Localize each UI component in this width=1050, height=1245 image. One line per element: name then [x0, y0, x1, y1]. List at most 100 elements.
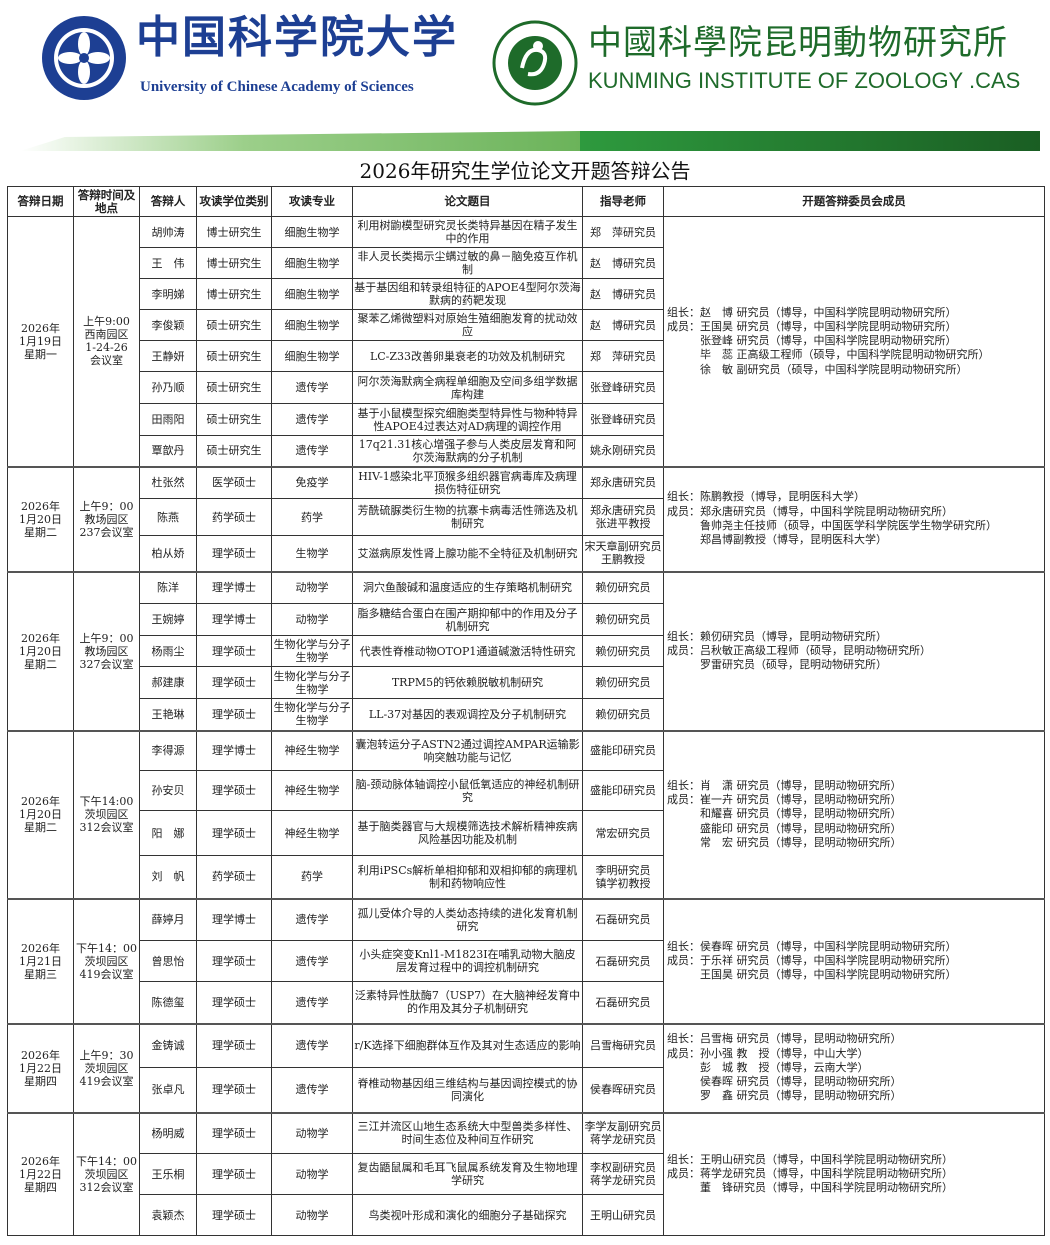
student-name: 覃歆丹	[139, 435, 197, 467]
thesis-topic: 脂多糖结合蛋白在围产期抑郁中的作用及分子机制研究	[352, 603, 583, 636]
thesis-topic: 芳酰硫脲类衍生物的抗寨卡病毒活性筛选及机制研究	[352, 498, 583, 536]
thesis-topic: LC-Z33改善卵巢衰老的功效及机制研究	[352, 340, 583, 372]
thesis-topic: 代表性脊椎动物OTOP1通道碱激活特性研究	[352, 635, 583, 667]
major: 遗传学	[271, 1022, 353, 1068]
advisor: 赖仞研究员	[582, 635, 664, 667]
student-name: 王 伟	[139, 247, 197, 279]
thesis-topic: 基于小鼠模型探究细胞类型特异性与物种特异性APOE4过表达对AD病理的调控作用	[352, 403, 583, 436]
major: 遗传学	[271, 897, 353, 941]
thesis-topic: 脊椎动物基因组三维结构与基因调控模式的协同演化	[352, 1067, 583, 1113]
table-row: 郝建康 理学硕士 生物化学与分子生物学 TRPM5的钙依赖脱敏机制研究 赖仞研究员	[8, 666, 1045, 699]
advisor: 赵 博研究员	[582, 309, 664, 341]
committee-members: 组长：吕雪梅 研究员（博导，昆明动物研究所） 成员：孙小强 教 授（博导，中山大…	[663, 1022, 1045, 1113]
thesis-topic: 孤儿受体介导的人类幼态持续的进化发育机制研究	[352, 897, 583, 941]
col-header-date: 答辩日期	[7, 186, 74, 217]
thesis-topic: 脑-颈动脉体轴调控小鼠低氧适应的神经机制研究	[352, 770, 583, 811]
defense-date: 2026年 1月20日 星期二	[7, 729, 74, 899]
advisor: 赖仞研究员	[582, 666, 664, 699]
student-name: 孙安贝	[139, 770, 197, 811]
degree-type: 理学硕士	[196, 635, 272, 667]
table-row: 刘 帆药学硕士 药学 利用iPSCs解析单相抑郁和双相抑郁的病理机制和药物响应性 李明…	[8, 855, 1045, 899]
degree-type: 理学硕士	[196, 1022, 272, 1068]
defense-date: 2026年 1月20日 星期二	[7, 465, 74, 572]
advisor: 宋天章副研究员 王鹏教授	[582, 535, 664, 572]
table-header-row: 答辩日期 答辩时间及地点 答辩人 攻读学位类别 攻读专业 论文题目 指导老师 开…	[7, 186, 1045, 217]
degree-type: 理学博士	[196, 570, 272, 604]
thesis-topic: 三江并流区山地生态系统大中型兽类多样性、时间生态位及种间互作研究	[352, 1111, 583, 1154]
advisor: 郑永唐研究员 张进平教授	[582, 498, 664, 536]
table-row: 柏从娇 理学硕士 生物学 艾滋病原发性肾上腺功能不全特征及机制研究 宋天章副研究员 王鹏…	[8, 535, 1045, 572]
thesis-topic: 非人灵长类揭示尘螨过敏的鼻－脑免疫互作机制	[352, 247, 583, 279]
green-gradient-band	[20, 131, 1040, 151]
defense-time-place: 上午9：00 教场园区 237会议室	[73, 465, 140, 572]
advisor: 石磊研究员	[582, 897, 664, 941]
degree-type: 硕士研究生	[196, 435, 272, 467]
ucas-name-cn: 中国科学院大学	[136, 12, 458, 63]
advisor: 吕雪梅研究员	[582, 1022, 664, 1068]
advisor: 王明山研究员	[582, 1194, 664, 1236]
major: 动物学	[271, 603, 353, 636]
committee-members: 组长：陈鹏教授（博导，昆明医科大学） 成员：郑永唐研究员（博导，中国科学院昆明动…	[663, 465, 1045, 572]
defense-date: 2026年 1月22日 星期四	[7, 1022, 74, 1113]
major: 动物学	[271, 1153, 353, 1195]
student-name: 杨明威	[139, 1111, 197, 1154]
defense-time-place: 上午9：30 茨坝园区 419会议室	[73, 1022, 140, 1113]
student-name: 李明娣	[139, 278, 197, 310]
advisor: 姚永刚研究员	[582, 435, 664, 467]
major: 遗传学	[271, 981, 353, 1024]
degree-type: 药学硕士	[196, 855, 272, 899]
student-name: 田雨阳	[139, 403, 197, 436]
student-name: 王婉婷	[139, 603, 197, 636]
defense-time-place: 下午14:00 茨坝园区 312会议室	[73, 729, 140, 899]
major: 遗传学	[271, 435, 353, 467]
student-name: 张卓凡	[139, 1067, 197, 1113]
degree-type: 理学硕士	[196, 940, 272, 982]
advisor: 郑 萍研究员	[582, 340, 664, 372]
major: 免疫学	[271, 465, 353, 499]
table-row: 2026年 1月20日 星期二 上午9：00 教场园区 327会议室 陈洋 理学博士动…	[7, 570, 1045, 731]
student-name: 胡帅涛	[139, 216, 197, 248]
degree-type: 理学硕士	[196, 1153, 272, 1195]
thesis-topic: 利用树鼩模型研究灵长类特异基因在精子发生中的作用	[352, 216, 583, 248]
table-row: 李明娣 博士研究生 细胞生物学 基于基因组和转录组特征的APOE4型阿尔茨海默病的药靶…	[8, 278, 1045, 310]
thesis-topic: 基于脑类器官与大规模筛选技术解析精神疾病风险基因功能及机制	[352, 810, 583, 856]
student-name: 薛婷月	[139, 897, 197, 941]
col-header-student: 答辩人	[139, 186, 197, 217]
col-header-major: 攻读专业	[271, 186, 353, 217]
degree-type: 理学硕士	[196, 770, 272, 811]
thesis-topic: 17q21.31核心增强子参与人类皮层发育和阿尔茨海默病的分子机制	[352, 435, 583, 467]
advisor: 李权副研究员 蒋学龙研究员	[582, 1153, 664, 1195]
thesis-topic: 复齿鼯鼠属和毛耳飞鼠属系统发育及生物地理学研究	[352, 1153, 583, 1195]
degree-type: 理学博士	[196, 603, 272, 636]
table-row: 2026年 1月21日 星期三 下午14：00 茨坝园区 419会议室 薛婷月 理学博…	[7, 897, 1045, 1024]
degree-type: 硕士研究生	[196, 371, 272, 404]
advisor: 盛能印研究员	[582, 729, 664, 771]
student-name: 阳 娜	[139, 810, 197, 856]
table-row: 陈德玺 理学硕士 遗传学 泛素特异性肽酶7（USP7）在大脑神经发育中的作用及其分子机…	[8, 981, 1045, 1024]
committee-members: 组长：王明山研究员（博导，中国科学院昆明动物研究所） 成员：蒋学龙研究员（博导，…	[663, 1111, 1045, 1236]
advisor: 盛能印研究员	[582, 770, 664, 811]
committee-members: 组长：肖 潇 研究员（博导，昆明动物研究所） 成员：崔一卉 研究员（博导，昆明动…	[663, 729, 1045, 899]
major: 遗传学	[271, 403, 353, 436]
major: 细胞生物学	[271, 216, 353, 248]
thesis-topic: 基于基因组和转录组特征的APOE4型阿尔茨海默病的药靶发现	[352, 278, 583, 310]
thesis-topic: 聚苯乙烯微塑料对原始生殖细胞发育的扰动效应	[352, 309, 583, 341]
major: 生物化学与分子生物学	[271, 698, 353, 731]
major: 神经生物学	[271, 810, 353, 856]
col-header-degree: 攻读学位类别	[196, 186, 272, 217]
major: 生物化学与分子生物学	[271, 666, 353, 699]
table-row: 王婉婷 理学博士 动物学 脂多糖结合蛋白在围产期抑郁中的作用及分子机制研究 赖仞研究员	[8, 603, 1045, 636]
table-row: 孙安贝 理学硕士 神经生物学 脑-颈动脉体轴调控小鼠低氧适应的神经机制研究 盛能印研究员	[8, 770, 1045, 811]
advisor: 石磊研究员	[582, 940, 664, 982]
col-header-advisor: 指导老师	[582, 186, 664, 217]
degree-type: 理学博士	[196, 729, 272, 771]
student-name: 柏从娇	[139, 535, 197, 572]
major: 药学	[271, 498, 353, 536]
student-name: 袁颖杰	[139, 1194, 197, 1236]
page-title: 2026年研究生学位论文开题答辩公告	[359, 159, 691, 183]
major: 生物学	[271, 535, 353, 572]
student-name: 刘 帆	[139, 855, 197, 899]
major: 动物学	[271, 1194, 353, 1236]
table-row: 2026年 1月20日 星期二 上午9：00 教场园区 237会议室 杜张然 医学硕士…	[7, 465, 1045, 572]
student-name: 陈洋	[139, 570, 197, 604]
